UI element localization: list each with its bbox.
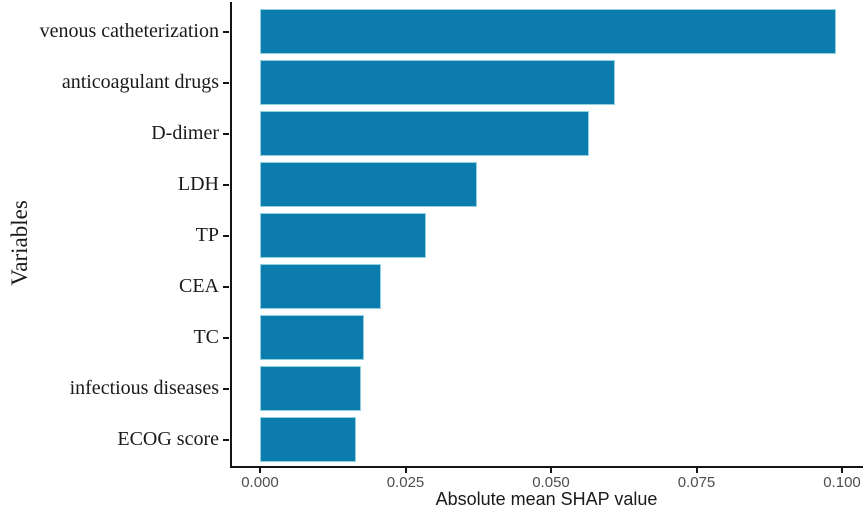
bar-row: D-dimer (0, 108, 865, 159)
bar-track (230, 210, 426, 261)
bar-track (230, 57, 616, 108)
bar-track (230, 261, 382, 312)
y-tick-mark (223, 183, 229, 186)
y-tick-mark (223, 438, 229, 441)
x-tick-mark (259, 468, 261, 473)
bar (260, 417, 357, 462)
y-tick-mark (223, 132, 229, 135)
category-label: infectious diseases (69, 377, 219, 399)
y-axis-line (230, 2, 232, 468)
bar-row: venous catheterization (0, 6, 865, 57)
category-label: CEA (179, 275, 219, 297)
bar-row: infectious diseases (0, 363, 865, 414)
bar-track (230, 159, 478, 210)
y-tick-mark (223, 387, 229, 390)
bar (260, 9, 837, 54)
bar-track (230, 363, 361, 414)
x-axis-line (230, 466, 863, 468)
bar (260, 111, 589, 156)
category-label: anticoagulant drugs (61, 71, 219, 93)
bar (260, 366, 361, 411)
y-tick-mark (223, 30, 229, 33)
bar-track (230, 108, 589, 159)
bar-row: anticoagulant drugs (0, 57, 865, 108)
x-axis-title: Absolute mean SHAP value (435, 489, 658, 509)
y-tick-mark (223, 336, 229, 339)
category-label: ECOG score (117, 428, 219, 450)
y-tick-mark (223, 234, 229, 237)
bar (260, 162, 478, 207)
bar (260, 315, 365, 360)
bar-track (230, 414, 357, 465)
bar (260, 213, 426, 258)
x-tick-mark (550, 468, 552, 473)
y-tick-mark (223, 285, 229, 288)
bar-row: LDH (0, 159, 865, 210)
bar (260, 60, 616, 105)
bar-row: TP (0, 210, 865, 261)
bar (260, 264, 382, 309)
x-tick-mark (695, 468, 698, 473)
x-tick-mark (404, 468, 407, 473)
x-tick-mark (841, 468, 843, 473)
bar-track (230, 6, 837, 57)
y-tick-mark (223, 81, 229, 84)
bar-row: ECOG score (0, 414, 865, 465)
bar-track (230, 312, 365, 363)
category-label: D-dimer (151, 122, 219, 144)
bar-row: TC (0, 312, 865, 363)
category-label: LDH (177, 173, 219, 195)
bar-rows: venous catheterization anticoagulant drug… (0, 6, 865, 465)
category-label: TC (193, 326, 219, 348)
category-label: venous catheterization (39, 20, 219, 42)
category-label: TP (195, 224, 219, 246)
bar-row: CEA (0, 261, 865, 312)
